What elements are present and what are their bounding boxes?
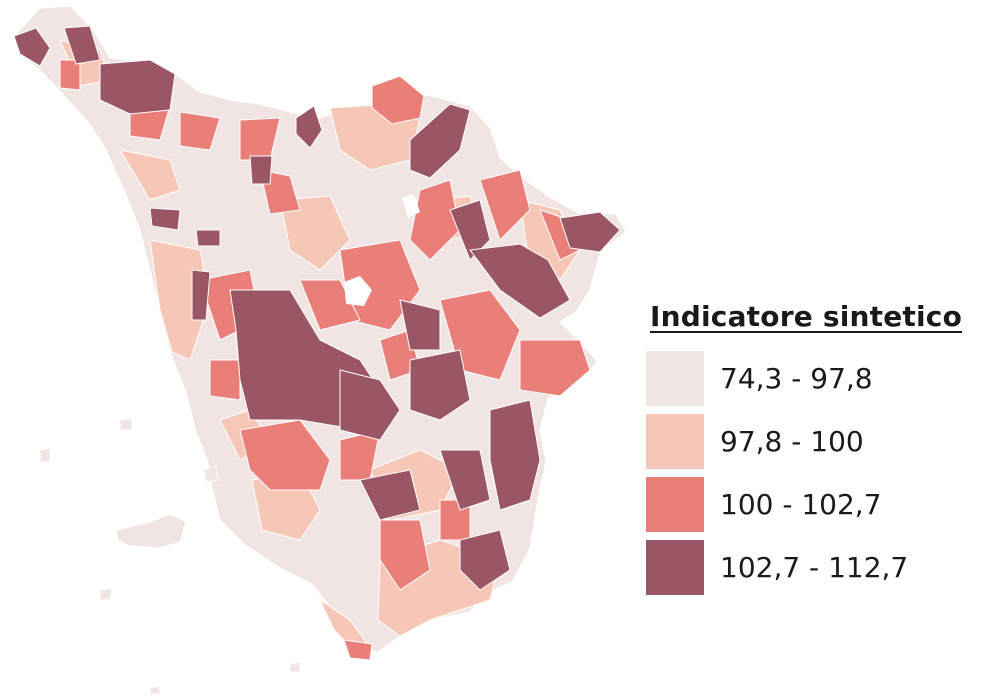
class-4-areas [13,25,621,591]
legend-item: 74,3 - 97,8 [646,347,986,410]
legend-title: Indicatore sintetico [650,300,963,333]
legend-items: 74,3 - 97,8 97,8 - 100 100 - 102,7 102,7… [646,347,986,599]
white-patches [344,194,420,306]
legend-swatch [646,540,704,595]
legend-label: 97,8 - 100 [720,425,864,458]
legend-item: 100 - 102,7 [646,473,986,536]
legend-label: 102,7 - 112,7 [720,551,909,584]
legend-label: 100 - 102,7 [720,488,882,521]
choropleth-map [13,5,627,695]
legend-item: 102,7 - 112,7 [646,536,986,599]
islands [39,417,301,695]
legend-swatch [646,414,704,469]
legend-swatch [646,477,704,532]
legend-label: 74,3 - 97,8 [720,362,873,395]
legend-swatch [646,351,704,406]
legend: Indicatore sintetico 74,3 - 97,8 97,8 - … [646,300,986,599]
legend-item: 97,8 - 100 [646,410,986,473]
